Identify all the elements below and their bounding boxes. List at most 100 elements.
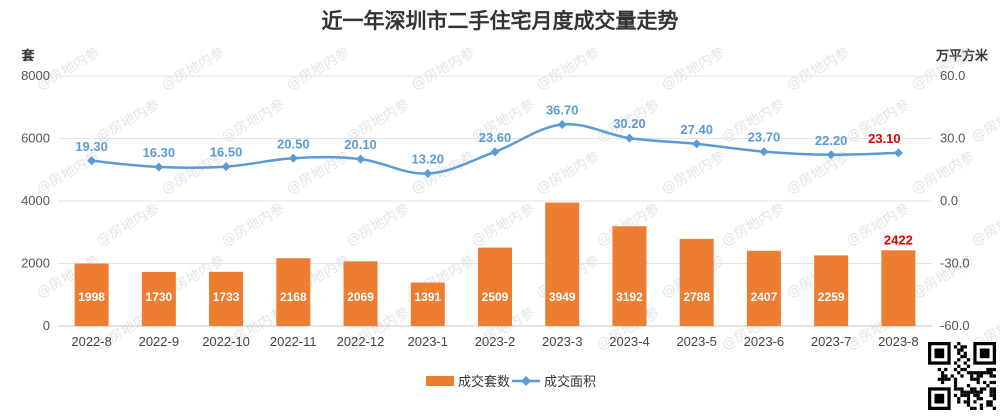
qr-module bbox=[979, 397, 984, 401]
x-tick-label: 2023-3 bbox=[542, 334, 582, 349]
line-value-label: 23.70 bbox=[748, 130, 781, 145]
qr-module bbox=[983, 371, 987, 375]
bar-value-label: 1730 bbox=[145, 290, 172, 304]
watermark-text: @房地内参 bbox=[344, 200, 413, 250]
qr-module bbox=[960, 367, 964, 372]
bar-value-label: 2509 bbox=[482, 290, 509, 304]
qr-module bbox=[963, 390, 967, 394]
line-point bbox=[692, 139, 702, 149]
qr-module bbox=[960, 387, 964, 391]
line-point bbox=[557, 120, 567, 130]
qr-module bbox=[966, 397, 971, 401]
qr-module bbox=[973, 393, 977, 398]
bar-value-label: 2788 bbox=[683, 290, 710, 304]
watermark-text: @房地内参 bbox=[94, 200, 163, 250]
watermark-text: @房地内参 bbox=[469, 200, 538, 250]
x-tick-label: 2023-7 bbox=[811, 334, 851, 349]
qr-module bbox=[963, 345, 967, 349]
line-point bbox=[423, 169, 433, 178]
bar bbox=[410, 282, 445, 326]
qr-module bbox=[963, 361, 967, 365]
right-tick-label: 60.0 bbox=[940, 68, 965, 83]
line-value-label: 16.30 bbox=[143, 145, 176, 160]
qr-module bbox=[992, 393, 996, 398]
qr-module bbox=[973, 406, 977, 410]
watermark-layer: @房地内参 @房地内参 @房地内参 @房地内参 @房地内参 @房地内参 @房地内参 @房地内参… bbox=[34, 44, 1000, 354]
line-point bbox=[759, 147, 769, 157]
bar-value-label: 1391 bbox=[414, 290, 441, 304]
qr-module bbox=[989, 393, 993, 398]
qr-module bbox=[966, 358, 971, 362]
qr-module bbox=[953, 367, 958, 372]
qr-module bbox=[973, 377, 977, 381]
bar bbox=[343, 261, 378, 326]
line-value-label: 27.40 bbox=[680, 122, 713, 137]
qr-module bbox=[957, 397, 961, 401]
qr-module bbox=[970, 390, 974, 394]
qr-module bbox=[953, 387, 958, 391]
legend-label-line: 成交面积 bbox=[544, 374, 596, 390]
qr-module bbox=[960, 374, 964, 378]
qr-module bbox=[957, 348, 961, 352]
line-point bbox=[288, 153, 298, 163]
watermark-text: @房地内参 bbox=[534, 44, 603, 94]
bar bbox=[612, 226, 647, 326]
bar bbox=[545, 202, 580, 326]
bar bbox=[74, 263, 109, 326]
qr-module bbox=[976, 390, 980, 394]
line-series: 19.30 16.30 16.50 20.50 20.10 13.20 23.60 36.70… bbox=[75, 103, 903, 178]
bar bbox=[814, 255, 849, 326]
line-point bbox=[490, 147, 500, 157]
left-axis-unit: 套 bbox=[20, 48, 35, 64]
x-tick-label: 2022-11 bbox=[270, 334, 317, 349]
watermark-text: @房地内参 bbox=[159, 44, 228, 94]
qr-module bbox=[940, 374, 945, 378]
qr-module bbox=[976, 377, 980, 381]
qr-module bbox=[944, 377, 948, 381]
qr-finder-core bbox=[934, 348, 945, 359]
bar-value-label: 3949 bbox=[549, 290, 576, 304]
left-tick-label: 4000 bbox=[21, 193, 50, 208]
line-value-label: 36.70 bbox=[546, 103, 579, 118]
qr-module bbox=[960, 393, 964, 398]
bar bbox=[881, 250, 916, 326]
qr-module bbox=[989, 387, 993, 391]
qr-module bbox=[957, 387, 961, 391]
line-point bbox=[826, 150, 836, 160]
qr-module bbox=[966, 364, 971, 368]
qr-module bbox=[947, 377, 951, 381]
qr-module bbox=[983, 387, 987, 391]
watermark-text: @房地内参 bbox=[909, 148, 978, 198]
watermark-text: @房地内参 bbox=[659, 44, 728, 94]
qr-module bbox=[986, 371, 990, 375]
line-value-label: 20.10 bbox=[344, 137, 377, 152]
line-value-label: 23.10 bbox=[868, 131, 901, 146]
qr-module bbox=[940, 377, 945, 381]
qr-module bbox=[979, 374, 984, 378]
line-value-label: 30.20 bbox=[613, 116, 646, 131]
bar bbox=[478, 247, 512, 326]
x-tick-label: 2022-9 bbox=[139, 334, 179, 349]
watermark-text: @房地内参 bbox=[659, 148, 728, 198]
qr-finder-core bbox=[979, 348, 990, 359]
qr-module bbox=[976, 380, 980, 385]
legend: 成交套数 成交面积 bbox=[426, 374, 596, 390]
qr-module bbox=[966, 390, 971, 394]
qr-module bbox=[957, 351, 961, 355]
qr-module bbox=[963, 400, 967, 404]
qr-module bbox=[937, 377, 941, 381]
qr-module bbox=[940, 371, 945, 375]
qr-module bbox=[976, 371, 980, 375]
bar bbox=[679, 238, 714, 326]
qr-module bbox=[979, 387, 984, 391]
watermark-text: @房地内参 bbox=[409, 44, 478, 94]
bar bbox=[746, 250, 781, 326]
watermark-text: @房地内参 bbox=[969, 200, 1000, 250]
qr-module bbox=[976, 397, 980, 401]
qr-module bbox=[957, 371, 961, 375]
qr-code bbox=[928, 342, 996, 410]
qr-module bbox=[944, 367, 948, 372]
line-point bbox=[356, 154, 366, 164]
qr-module bbox=[970, 387, 974, 391]
